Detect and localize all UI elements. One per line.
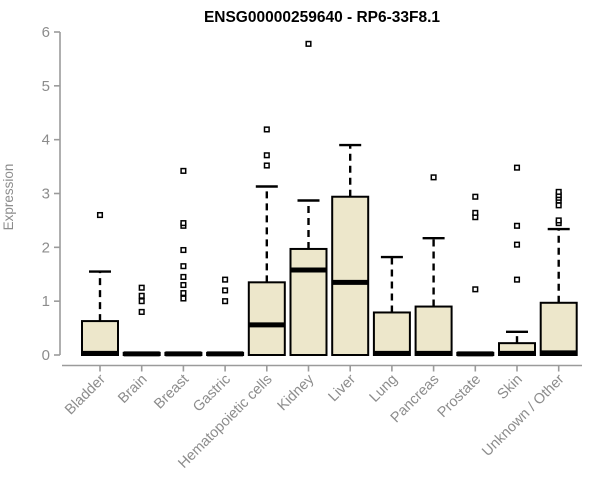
x-tick-label: Kidney — [275, 371, 318, 414]
x-tick-label: Lung — [367, 372, 401, 406]
outlier-point — [138, 284, 145, 291]
boxplot-bladder — [81, 211, 119, 356]
outlier-point — [180, 246, 187, 254]
outlier-point — [513, 276, 521, 283]
box-rect — [372, 311, 411, 357]
y-tick-label: 6 — [42, 24, 50, 41]
outlier-point — [222, 276, 229, 283]
x-tick-label: Skin — [495, 372, 526, 403]
boxplot-unknown-other — [539, 188, 578, 357]
outlier-point — [263, 152, 270, 159]
box-rect — [247, 281, 286, 357]
y-tick-label: 5 — [42, 78, 50, 95]
boxplot-prostate — [456, 193, 495, 357]
outlier-point — [513, 164, 521, 171]
x-tick-label: Brain — [115, 372, 150, 407]
outlier-point — [180, 263, 187, 270]
x-tick-label: Liver — [325, 371, 359, 405]
y-tick-label: 0 — [42, 347, 50, 364]
box-rect — [414, 305, 453, 356]
outlier-point — [180, 273, 187, 280]
outlier-point — [555, 217, 562, 224]
boxplot-liver — [331, 143, 370, 356]
outlier-point — [513, 241, 521, 248]
box-rect — [289, 247, 328, 356]
outlier-point — [138, 308, 145, 315]
boxplot-pancreas — [414, 174, 453, 356]
outlier-point — [263, 126, 270, 133]
boxplot-skin — [498, 164, 536, 357]
boxplot-breast — [164, 167, 203, 357]
outlier-point — [472, 209, 479, 216]
x-tick-label: Breast — [151, 372, 192, 413]
chart-title: ENSG00000259640 - RP6-33F8.1 — [204, 9, 440, 26]
outlier-point — [555, 202, 562, 209]
outlier-point — [513, 222, 521, 229]
box-rect — [331, 195, 370, 356]
outlier-point — [180, 295, 187, 302]
outlier-point — [96, 211, 104, 219]
outlier-point — [305, 40, 312, 47]
x-tick-label: Prostate — [435, 372, 484, 421]
outlier-point — [180, 220, 187, 227]
outlier-point — [180, 167, 187, 174]
outlier-point — [222, 287, 229, 294]
outlier-point — [555, 188, 562, 195]
outlier-point — [472, 193, 479, 200]
outlier-point — [222, 298, 229, 305]
y-axis-label: Expression — [1, 164, 16, 231]
outlier-point — [430, 174, 437, 181]
boxplot-kidney — [289, 40, 328, 356]
box-rect — [539, 301, 578, 357]
y-tick-label: 3 — [42, 186, 50, 203]
outlier-point — [138, 292, 145, 299]
x-tick-label: Bladder — [62, 371, 109, 418]
outlier-point — [472, 286, 479, 293]
outlier-point — [180, 290, 187, 297]
boxplot-hematopoietic-cells — [247, 126, 286, 357]
boxplot-lung — [372, 255, 411, 357]
outlier-point — [263, 162, 270, 169]
y-tick-label: 4 — [42, 132, 50, 149]
boxplot-brain — [122, 284, 161, 357]
y-tick-label: 1 — [42, 293, 50, 310]
outlier-point — [180, 281, 187, 289]
outlier-point — [138, 298, 145, 305]
y-tick-label: 2 — [42, 239, 50, 256]
boxplot-gastric — [206, 276, 245, 357]
box-rect — [81, 320, 119, 356]
